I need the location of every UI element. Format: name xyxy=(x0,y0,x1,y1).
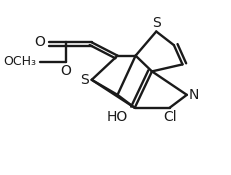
Text: OCH₃: OCH₃ xyxy=(3,55,36,68)
Text: N: N xyxy=(188,88,198,102)
Text: S: S xyxy=(80,73,88,87)
Text: O: O xyxy=(60,64,71,78)
Text: Cl: Cl xyxy=(162,110,176,124)
Text: O: O xyxy=(34,35,45,49)
Text: HO: HO xyxy=(106,110,128,124)
Text: S: S xyxy=(151,16,160,30)
